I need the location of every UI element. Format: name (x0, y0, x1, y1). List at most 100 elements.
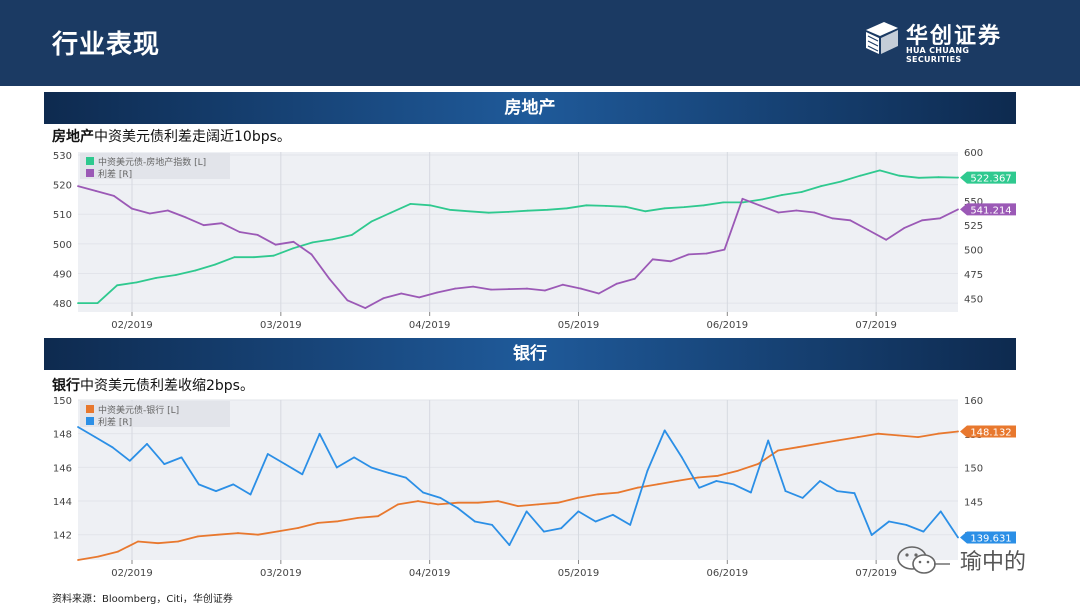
page-title: 行业表现 (52, 30, 161, 60)
data-point (387, 472, 390, 474)
last-value-tag-1: 139.631 (960, 531, 1016, 545)
data-point (77, 559, 79, 561)
data-point (715, 480, 718, 482)
data-point (508, 544, 511, 547)
data-point (468, 210, 471, 213)
data-point (697, 476, 699, 479)
data-point (417, 500, 419, 502)
data-point (939, 217, 941, 220)
data-point (457, 501, 459, 504)
data-point (597, 493, 599, 496)
data-point (657, 483, 659, 486)
data-point (637, 486, 639, 489)
data-point (888, 520, 890, 523)
data-point (197, 535, 199, 538)
data-point (249, 493, 252, 496)
series-line-1 (77, 426, 959, 547)
legend-label: 利差 [R] (98, 168, 132, 180)
last-value-tag-0: 148.132 (960, 425, 1016, 438)
data-point (213, 263, 216, 266)
chart-panel-real-estate: 5305205105004904806005755505255004754500… (50, 146, 1018, 338)
data-point (612, 513, 614, 516)
data-point (311, 241, 314, 244)
data-point (497, 500, 499, 502)
data-point (702, 204, 705, 207)
data-point (237, 532, 239, 534)
y-left-tick-label: 510 (53, 210, 72, 221)
data-point (717, 474, 719, 477)
data-point (130, 207, 133, 210)
data-point (767, 439, 770, 442)
data-point (663, 207, 666, 210)
y-right-tick-label: 525 (964, 221, 983, 232)
series-line-1 (77, 185, 959, 310)
data-point (404, 476, 407, 479)
x-tick-label: 06/2019 (707, 568, 749, 579)
data-point (732, 483, 735, 486)
data-point (633, 277, 636, 280)
data-point (624, 205, 627, 208)
data-point (898, 174, 901, 177)
data-point (800, 191, 803, 193)
data-point (526, 209, 529, 212)
data-point (757, 463, 759, 465)
x-tick-label: 04/2019 (409, 568, 451, 579)
data-point (166, 209, 169, 212)
data-point (409, 202, 412, 205)
data-point (651, 258, 654, 261)
legend-label: 中资美元债-房地产指数 [L] (98, 156, 206, 168)
data-point (274, 243, 277, 246)
data-point (526, 287, 528, 290)
data-point (448, 208, 451, 211)
legend-label: 利差 [R] (98, 416, 132, 428)
data-point (859, 174, 862, 177)
x-tick-label: 03/2019 (260, 320, 302, 331)
data-point (777, 211, 780, 214)
data-point (318, 432, 321, 435)
data-point (174, 274, 177, 276)
legend-box (80, 153, 230, 179)
subtitle-text: 中资美元债利差走阔近10bps。 (94, 129, 291, 145)
real-estate-chart: 5305205105004904806005755505255004754500… (53, 148, 1016, 331)
data-point (184, 216, 187, 219)
data-point (350, 234, 353, 236)
y-left-tick-label: 144 (53, 497, 72, 508)
data-point (328, 277, 331, 280)
y-left-tick-label: 520 (53, 181, 72, 192)
data-point (777, 449, 779, 452)
data-point (233, 256, 236, 259)
last-value-tag-shape (960, 203, 1016, 216)
wechat-icon (897, 546, 950, 574)
data-point (310, 253, 313, 256)
data-point (644, 210, 647, 213)
data-point (346, 299, 349, 302)
data-point (857, 436, 859, 438)
data-point (542, 530, 545, 533)
data-point (885, 238, 888, 241)
data-point (957, 536, 959, 539)
data-point (557, 501, 559, 504)
data-point (370, 466, 373, 469)
y-right-tick-label: 475 (964, 270, 983, 281)
data-point (687, 253, 690, 256)
data-point (397, 503, 399, 506)
x-tick-label: 05/2019 (558, 568, 600, 579)
data-point (117, 550, 119, 553)
data-point (116, 284, 119, 287)
header-bar: 行业表现 华创证券 HUA CHUANG SECURITIES (0, 0, 1080, 86)
last-value-label: 541.214 (970, 205, 1011, 216)
last-value-label: 522.367 (970, 174, 1011, 185)
data-point (456, 507, 459, 509)
data-point (454, 287, 457, 290)
legend-swatch (86, 405, 94, 413)
data-point (683, 206, 686, 209)
data-point (194, 269, 197, 272)
data-point (831, 217, 834, 220)
x-tick-label: 07/2019 (855, 568, 897, 579)
section-bar-real-estate: 房地产 (44, 92, 1016, 124)
data-point (146, 442, 148, 445)
data-point (597, 292, 600, 295)
x-tick-label: 02/2019 (111, 568, 153, 579)
data-point (615, 282, 618, 285)
data-point (508, 288, 510, 290)
